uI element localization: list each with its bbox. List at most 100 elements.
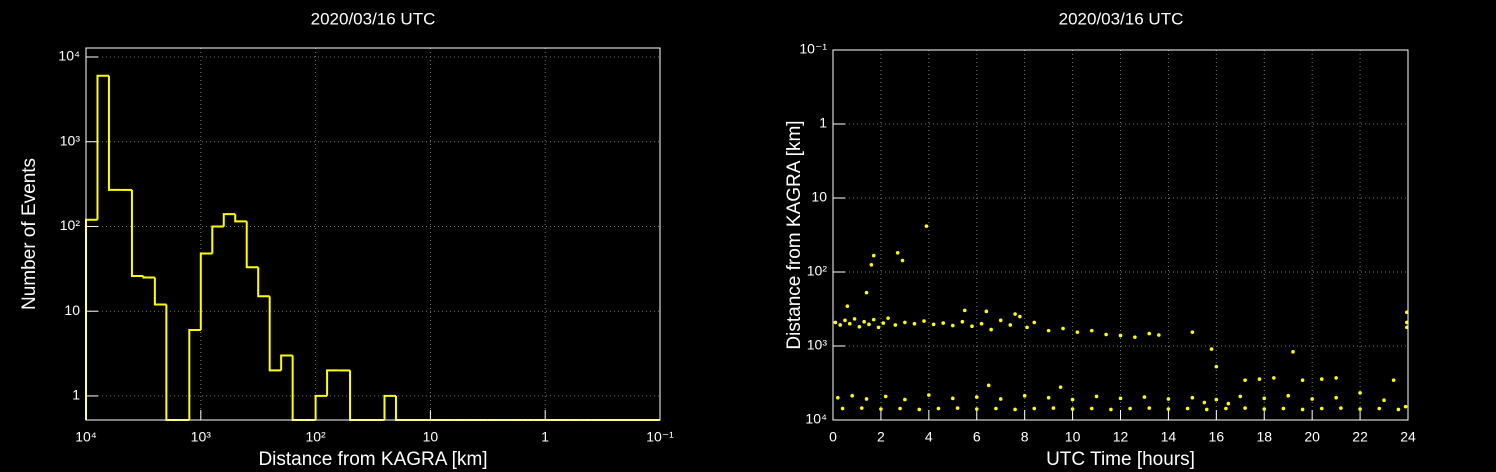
scatter-point	[879, 407, 883, 411]
scatter-point	[1109, 407, 1113, 412]
chart-title: 2020/03/16 UTC	[311, 9, 436, 28]
scatter-point	[986, 383, 991, 388]
histogram-bin	[245, 221, 259, 269]
scatter-point	[847, 321, 852, 326]
scatter-point	[1190, 395, 1195, 400]
scatter-point	[984, 309, 989, 314]
scatter-point	[862, 319, 866, 324]
scatter-point	[881, 321, 886, 325]
x-tick-label: 10	[423, 429, 439, 445]
x-tick-label: 20	[1304, 429, 1320, 445]
scatter-point	[1157, 333, 1161, 337]
scatter-point	[1310, 397, 1314, 401]
scatter-point	[1391, 378, 1396, 383]
scatter-point	[1061, 326, 1065, 331]
scatter-point	[895, 250, 900, 255]
scatter-point	[1382, 398, 1386, 402]
scatter-point	[1166, 397, 1171, 401]
y-tick-label: 10³	[807, 337, 828, 353]
scatter-point	[876, 325, 881, 330]
scatter-point	[869, 263, 874, 267]
scatter-point	[1147, 331, 1152, 336]
scatter-point	[1262, 396, 1267, 401]
x-tick-label: 6	[973, 429, 981, 445]
scatter-point	[1403, 404, 1408, 409]
scatter-point	[838, 323, 842, 327]
scatter-point	[1358, 407, 1362, 411]
scatter-point	[850, 393, 854, 398]
scatter-point	[1046, 328, 1051, 333]
scatter-point	[970, 324, 974, 328]
scatter-point	[1118, 396, 1123, 401]
scatter-point	[1133, 335, 1137, 339]
scatter-point	[1089, 328, 1094, 333]
y-tick-label: 1	[72, 387, 80, 403]
x-tick-label: 1	[541, 429, 549, 445]
x-tick-label: 10	[1065, 429, 1081, 445]
histogram-bin	[199, 252, 213, 330]
scatter-point	[1281, 406, 1286, 411]
scatter-point	[1272, 376, 1276, 380]
scatter-point	[1202, 400, 1207, 405]
x-tick-label: 2	[877, 429, 885, 445]
scatter-point	[886, 316, 890, 320]
x-tick-label: 18	[1256, 429, 1272, 445]
scatter-point	[1075, 330, 1080, 334]
x-axis-label: Distance from KAGRA [km]	[258, 449, 487, 470]
scatter-point	[1190, 330, 1195, 334]
x-tick-label: 16	[1209, 429, 1225, 445]
scatter-point	[871, 317, 876, 322]
y-tick-label: 10⁴	[58, 48, 80, 64]
scatter-point	[903, 320, 907, 325]
scatter-point	[903, 397, 907, 402]
histogram-bin	[96, 74, 109, 220]
scatter-point	[1377, 406, 1382, 411]
scatter-point	[1226, 401, 1231, 406]
y-tick-label: 10	[811, 189, 827, 205]
scatter-point	[936, 406, 941, 411]
histogram-bin	[142, 276, 155, 279]
x-tick-label: 10⁴	[75, 429, 97, 445]
x-tick-label: 4	[925, 429, 933, 445]
scatter-point	[989, 327, 993, 332]
x-tick-label: 10⁻¹	[646, 429, 674, 445]
scatter-point	[1214, 397, 1219, 402]
scatter-point	[864, 397, 869, 401]
scatter-point	[871, 253, 876, 258]
scatter-point	[1214, 364, 1219, 369]
scatter-point	[1094, 394, 1099, 399]
scatter-point	[852, 317, 857, 321]
scatter-point	[1058, 385, 1063, 389]
scatter-point	[1238, 394, 1243, 399]
scatter-point	[859, 406, 864, 410]
scatter-point	[927, 393, 931, 397]
scatter-point	[962, 308, 967, 313]
scatter-point	[898, 406, 902, 411]
scatter-point	[857, 324, 862, 329]
scatter-point	[1300, 378, 1305, 383]
scatter-point	[1070, 407, 1075, 411]
histogram-bin	[280, 354, 293, 371]
scatter-point	[1046, 395, 1051, 400]
scatter-point	[1013, 407, 1017, 412]
x-tick-label: 10³	[191, 429, 212, 445]
x-tick-label: 8	[1021, 429, 1029, 445]
scatter-point	[917, 407, 922, 412]
histogram-bin	[314, 394, 328, 420]
scatter-point	[1142, 395, 1147, 399]
histogram-bin	[234, 214, 247, 223]
scatter-point	[1018, 314, 1022, 319]
x-tick-label: 0	[829, 429, 837, 445]
scatter-point	[994, 406, 998, 411]
histogram-bin	[153, 277, 167, 306]
scatter-point	[1008, 323, 1013, 327]
scatter-point	[1032, 320, 1037, 325]
scatter-point	[1166, 407, 1171, 411]
scatter-point	[912, 321, 917, 326]
scatter-point	[1013, 312, 1017, 316]
y-tick-label: 10⁻¹	[799, 41, 827, 57]
scatter-point	[979, 321, 984, 326]
x-axis-label: UTC Time [hours]	[1046, 449, 1195, 470]
